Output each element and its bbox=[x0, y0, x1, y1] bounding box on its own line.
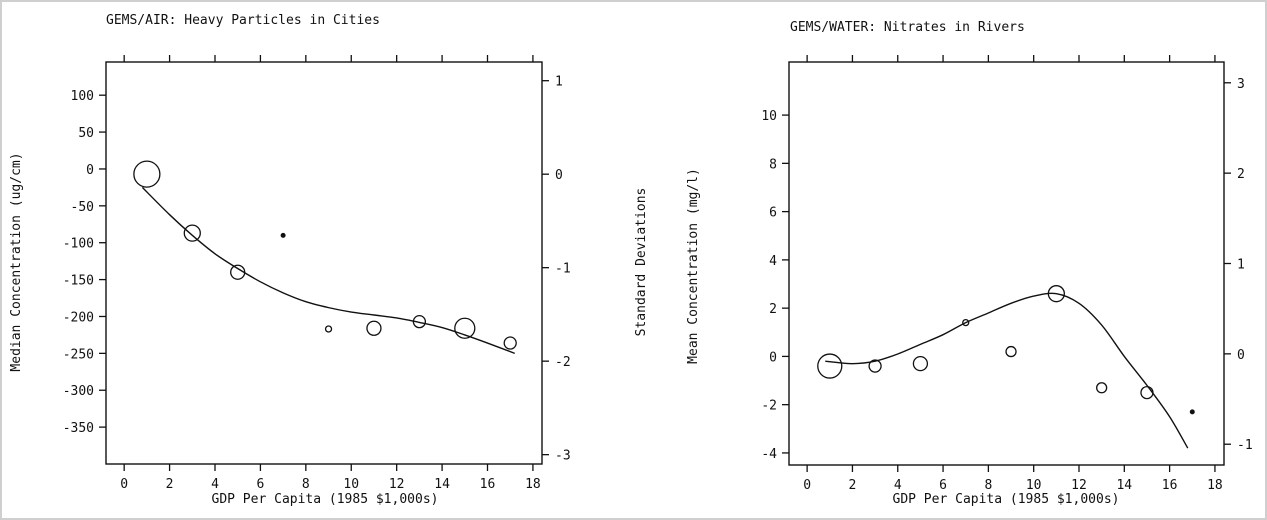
y2-tick-label: 1 bbox=[555, 75, 563, 90]
plot-frame bbox=[105, 61, 543, 465]
y-tick-label: -250 bbox=[63, 347, 94, 362]
x-tick-label: 12 bbox=[1071, 478, 1087, 493]
y-tick-label: 10 bbox=[761, 109, 777, 124]
y-tick-label: 50 bbox=[78, 126, 94, 141]
chart-heavy-particles: GEMS/AIR: Heavy Particles in Cities GDP … bbox=[9, 13, 649, 507]
x-tick-label: 14 bbox=[434, 477, 450, 492]
chart-title: GEMS/AIR: Heavy Particles in Cities bbox=[106, 13, 380, 28]
x-tick-label: 8 bbox=[302, 477, 310, 492]
y-tick-label: -100 bbox=[63, 237, 94, 252]
data-point bbox=[1005, 345, 1017, 358]
y2-axis-label: Standard Deviations bbox=[634, 188, 649, 337]
y-tick-label: 100 bbox=[71, 89, 94, 104]
data-point bbox=[366, 320, 382, 336]
x-tick-label: 0 bbox=[120, 477, 128, 492]
y-tick-label: -4 bbox=[761, 447, 777, 462]
x-tick-label: 14 bbox=[1116, 478, 1132, 493]
y-tick-label: 6 bbox=[769, 206, 777, 221]
x-tick-label: 18 bbox=[1207, 478, 1223, 493]
y-tick-label: -150 bbox=[63, 274, 94, 289]
data-point bbox=[912, 355, 929, 372]
y2-tick-label: 3 bbox=[1237, 77, 1245, 92]
data-point bbox=[503, 336, 517, 350]
data-point bbox=[183, 224, 201, 242]
ticks-layer: 0 2 4 6 8 10 12 14 16 18100500-50-100-150-200-250… bbox=[63, 55, 571, 492]
x-tick-label: 10 bbox=[1026, 478, 1042, 493]
y-tick-label: 8 bbox=[769, 157, 777, 172]
x-tick-label: 4 bbox=[211, 477, 219, 492]
data-point bbox=[1096, 382, 1108, 394]
y-axis-label: Median Concentration (ug/cm) bbox=[9, 152, 24, 371]
fit-curve bbox=[141, 186, 515, 355]
x-tick-label: 10 bbox=[343, 477, 359, 492]
y2-tick-label: 2 bbox=[1237, 167, 1245, 182]
data-point bbox=[324, 325, 333, 333]
y2-tick-label: -1 bbox=[1237, 438, 1253, 453]
y-tick-label: -50 bbox=[71, 200, 94, 215]
x-tick-label: 8 bbox=[984, 478, 992, 493]
y-tick-label: -350 bbox=[63, 421, 94, 436]
y2-tick-label: 0 bbox=[1237, 348, 1245, 363]
y-axis-label: Mean Concentration (mg/l) bbox=[686, 168, 701, 364]
x-tick-label: 18 bbox=[525, 477, 541, 492]
y-tick-label: -200 bbox=[63, 310, 94, 325]
y-tick-label: 0 bbox=[86, 163, 94, 178]
data-point bbox=[280, 232, 286, 238]
x-tick-label: 6 bbox=[257, 477, 265, 492]
y2-tick-label: -3 bbox=[555, 449, 571, 464]
x-tick-label: 2 bbox=[166, 477, 174, 492]
x-axis-label: GDP Per Capita (1985 $1,000s) bbox=[212, 492, 439, 507]
x-axis-label: GDP Per Capita (1985 $1,000s) bbox=[893, 492, 1120, 507]
fit-curve bbox=[825, 292, 1189, 449]
y-tick-label: -2 bbox=[761, 399, 777, 414]
chart-title: GEMS/WATER: Nitrates in Rivers bbox=[790, 20, 1025, 35]
x-tick-label: 4 bbox=[894, 478, 902, 493]
x-tick-label: 2 bbox=[849, 478, 857, 493]
y-tick-label: 2 bbox=[769, 302, 777, 317]
y2-tick-label: 0 bbox=[555, 168, 563, 183]
y-tick-label: 0 bbox=[769, 350, 777, 365]
marks-layer bbox=[133, 160, 517, 355]
y2-tick-label: 1 bbox=[1237, 258, 1245, 273]
y-tick-label: 4 bbox=[769, 254, 777, 269]
y2-tick-label: -2 bbox=[555, 355, 571, 370]
data-point bbox=[817, 353, 843, 379]
x-tick-label: 16 bbox=[1162, 478, 1178, 493]
y2-tick-label: -1 bbox=[555, 262, 571, 277]
x-tick-label: 0 bbox=[803, 478, 811, 493]
data-point bbox=[1189, 409, 1195, 415]
chart-nitrates: GEMS/WATER: Nitrates in Rivers GDP Per C… bbox=[686, 20, 1253, 507]
x-tick-label: 12 bbox=[389, 477, 405, 492]
x-tick-label: 16 bbox=[480, 477, 496, 492]
data-point bbox=[868, 359, 882, 373]
marks-layer bbox=[817, 285, 1195, 449]
x-tick-label: 6 bbox=[939, 478, 947, 493]
data-point bbox=[133, 160, 161, 188]
y-tick-label: -300 bbox=[63, 384, 94, 399]
data-point bbox=[1140, 385, 1154, 400]
plot-frame bbox=[788, 61, 1225, 466]
